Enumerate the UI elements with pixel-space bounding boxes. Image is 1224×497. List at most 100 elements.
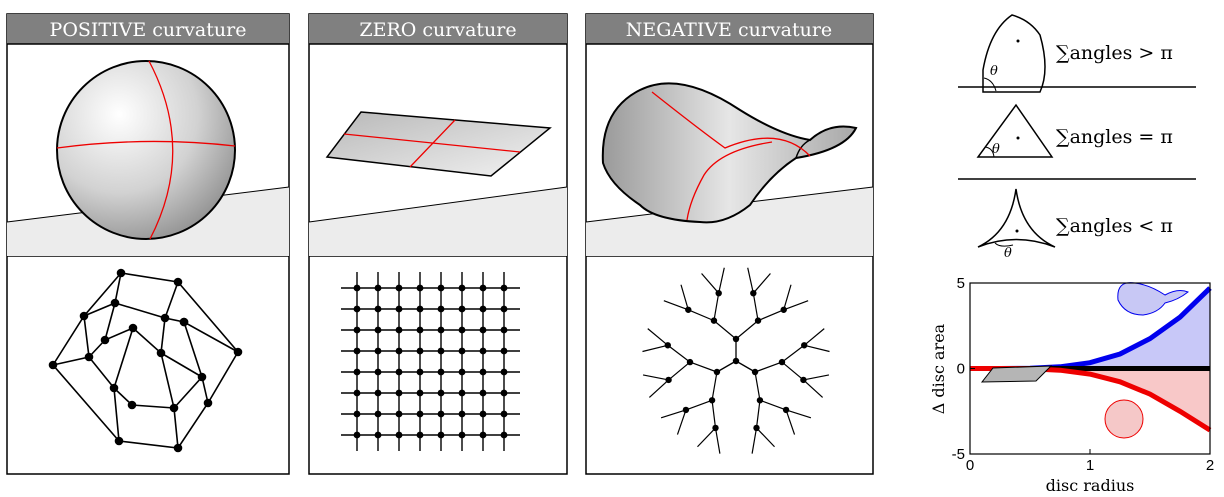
tree-edge <box>701 273 720 294</box>
tree-edge <box>711 371 718 401</box>
sum-angles-less: ∑angles < π <box>1056 215 1173 237</box>
tree-edge <box>803 328 825 346</box>
lattice-node <box>437 389 445 397</box>
theta-label: θ <box>1004 246 1012 261</box>
lattice-node <box>395 284 403 292</box>
hyperbolic-tree-graph <box>642 267 830 454</box>
lattice-node <box>353 347 361 355</box>
tree-edge <box>735 320 759 340</box>
tree-edge <box>676 409 687 435</box>
lattice-node <box>395 368 403 376</box>
lattice-node <box>500 410 508 418</box>
x-tick-label: 0 <box>966 457 974 474</box>
lattice-node <box>458 347 466 355</box>
lattice-node <box>416 284 424 292</box>
tree-edge <box>668 361 691 381</box>
tree-edge <box>642 374 669 381</box>
lattice-node <box>374 284 382 292</box>
lattice-node <box>374 305 382 313</box>
tree-edge <box>783 300 809 311</box>
panel-positive: POSITIVE curvature <box>6 13 290 475</box>
tree-edge <box>648 379 670 398</box>
tree-edge <box>781 361 804 381</box>
tree-edge <box>685 399 713 411</box>
triangle-comparisons: θ ∑angles > π θ ∑angles = π θ ∑angles < … <box>958 14 1196 261</box>
saddle-inset-icon <box>1117 282 1189 316</box>
square-lattice-graph <box>341 272 520 451</box>
lattice-node <box>479 368 487 376</box>
lattice-node <box>437 368 445 376</box>
lattice-node <box>458 326 466 334</box>
lattice-node <box>374 368 382 376</box>
angle-arc-icon <box>994 242 1014 247</box>
plane-line-1 <box>343 133 521 153</box>
lattice-node <box>353 326 361 334</box>
tree-edge <box>714 427 721 454</box>
lattice-node <box>500 347 508 355</box>
center-dot <box>1015 229 1019 233</box>
lattice-node <box>353 389 361 397</box>
hyperbolic-triangle <box>977 188 1056 248</box>
saddle-surface <box>601 82 858 224</box>
tree-edge <box>751 427 758 454</box>
tree-edge <box>667 344 691 363</box>
lattice-node <box>353 431 361 439</box>
sphere-equator <box>56 140 236 149</box>
euclidean-triangle <box>976 103 1054 158</box>
tree-edge <box>755 400 761 429</box>
lattice-node <box>458 284 466 292</box>
lattice-node <box>395 347 403 355</box>
spherical-triangle <box>982 14 1046 93</box>
lattice-node <box>374 431 382 439</box>
x-tick-label: 1 <box>1086 457 1094 474</box>
lattice-node <box>479 305 487 313</box>
sphere-meridian <box>148 60 174 240</box>
lattice-node <box>416 305 424 313</box>
lattice-node <box>437 326 445 334</box>
lattice-node <box>395 389 403 397</box>
tree-edge <box>716 360 737 373</box>
theta-label: θ <box>992 142 1000 157</box>
lattice-node <box>416 431 424 439</box>
lattice-node <box>374 410 382 418</box>
lattice-node <box>374 326 382 334</box>
x-tick-label: 2 <box>1206 457 1214 474</box>
tree-edge <box>642 344 668 353</box>
lattice-node <box>395 326 403 334</box>
tree-edge <box>757 309 784 322</box>
lattice-node <box>437 431 445 439</box>
panel-negative: NEGATIVE curvature <box>585 13 874 475</box>
tree-edge <box>803 374 830 381</box>
panel-header-positive: POSITIVE curvature <box>50 19 247 41</box>
ground-plane <box>309 187 567 256</box>
lattice-node <box>437 410 445 418</box>
lattice-node <box>416 347 424 355</box>
lattice-node <box>395 410 403 418</box>
tree-edge <box>735 360 756 373</box>
lattice-node <box>500 305 508 313</box>
lattice-node <box>416 326 424 334</box>
tree-edge <box>688 309 715 322</box>
lattice-node <box>500 368 508 376</box>
lattice-node <box>437 284 445 292</box>
y-axis-label: Δ disc area <box>929 323 948 414</box>
lattice-node <box>500 326 508 334</box>
panel-header-bar <box>7 14 289 44</box>
lattice-node <box>479 431 487 439</box>
lattice-node <box>353 368 361 376</box>
lattice-node <box>395 431 403 439</box>
tree-edge <box>747 267 754 294</box>
y-tick-label: 5 <box>957 275 965 292</box>
tree-node <box>682 406 690 414</box>
tree-node <box>756 397 764 404</box>
lattice-node <box>353 305 361 313</box>
tree-edge <box>756 427 775 448</box>
lattice-node <box>395 305 403 313</box>
flat-plane-inset-icon <box>980 365 1053 383</box>
lattice-node <box>500 389 508 397</box>
tree-edge <box>781 344 805 363</box>
center-dot <box>1016 136 1020 140</box>
sphere-inset-icon <box>1104 399 1144 439</box>
y-tick-label: -5 <box>952 446 965 463</box>
tree-edge <box>785 409 812 419</box>
